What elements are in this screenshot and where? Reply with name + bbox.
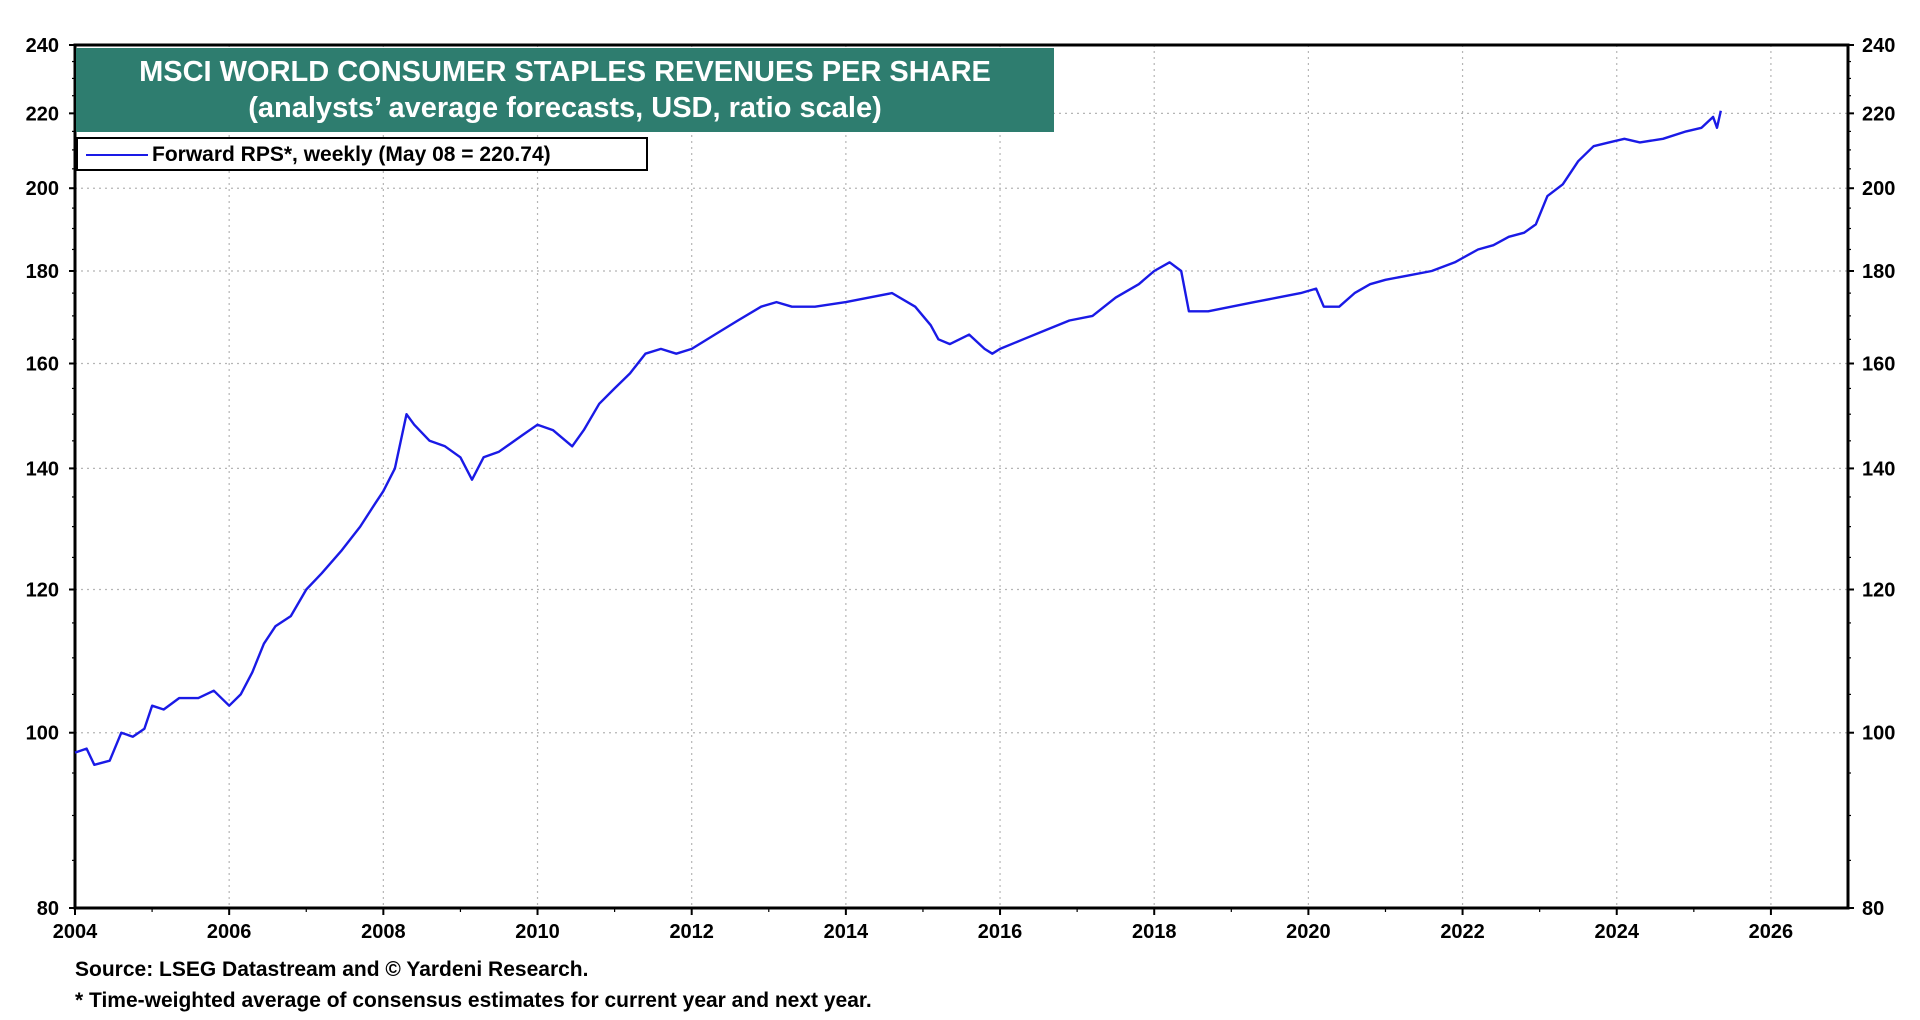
y-tick-label-right: 140 xyxy=(1862,458,1895,480)
legend-swatch xyxy=(86,154,148,156)
grid-lines xyxy=(75,45,1848,908)
y-tick-label: 160 xyxy=(26,354,59,376)
series-line-forward-rps xyxy=(74,110,1722,766)
y-tick-label: 200 xyxy=(26,178,59,200)
left-y-axis: 80 100 120 140 160 180 200 220 240 xyxy=(26,35,75,920)
source-note: Source: LSEG Datastream and © Yardeni Re… xyxy=(75,958,589,981)
y-tick-label: 80 xyxy=(37,898,59,920)
x-tick-label: 2012 xyxy=(669,921,714,943)
y-tick-label-right: 80 xyxy=(1862,898,1884,920)
x-tick-label: 2014 xyxy=(824,921,869,943)
x-tick-label: 2022 xyxy=(1440,921,1485,943)
chart-title: MSCI WORLD CONSUMER STAPLES REVENUES PER… xyxy=(139,56,991,88)
y-tick-label-right: 240 xyxy=(1862,35,1895,57)
right-y-axis: 80 100 120 140 160 180 200 220 240 xyxy=(1848,35,1895,920)
x-tick-label: 2024 xyxy=(1594,921,1639,943)
legend: Forward RPS*, weekly (May 08 = 220.74) xyxy=(76,137,648,171)
y-tick-label: 220 xyxy=(26,103,59,125)
y-tick-label: 100 xyxy=(26,723,59,745)
x-tick-label: 2004 xyxy=(53,921,98,943)
y-tick-label: 120 xyxy=(26,579,59,601)
x-axis: 2004 2006 2008 2010 2012 2014 2016 2018 2020 2022… xyxy=(53,908,1793,943)
chart-title-box: MSCI WORLD CONSUMER STAPLES REVENUES PER… xyxy=(76,48,1054,132)
legend-entry-forward-rps: Forward RPS*, weekly (May 08 = 220.74) xyxy=(152,143,551,166)
plot-area-frame xyxy=(73,43,1850,910)
series-layer xyxy=(74,110,1722,766)
x-tick-label: 2020 xyxy=(1286,921,1331,943)
x-tick-label: 2008 xyxy=(361,921,406,943)
y-tick-label-right: 120 xyxy=(1862,579,1895,601)
y-tick-label-right: 160 xyxy=(1862,354,1895,376)
y-tick-label-right: 100 xyxy=(1862,723,1895,745)
x-tick-label: 2026 xyxy=(1749,921,1794,943)
y-tick-label: 240 xyxy=(26,35,59,57)
y-tick-label: 140 xyxy=(26,458,59,480)
chart-subtitle: (analysts’ average forecasts, USD, ratio… xyxy=(248,92,882,124)
x-tick-label: 2010 xyxy=(515,921,560,943)
y-tick-label-right: 220 xyxy=(1862,103,1895,125)
y-tick-label: 180 xyxy=(26,261,59,283)
asterisk-footnote: * Time-weighted average of consensus est… xyxy=(75,989,872,1012)
y-tick-label-right: 180 xyxy=(1862,261,1895,283)
x-tick-label: 2016 xyxy=(978,921,1023,943)
x-tick-label: 2018 xyxy=(1132,921,1177,943)
y-tick-label-right: 200 xyxy=(1862,178,1895,200)
x-tick-label: 2006 xyxy=(207,921,252,943)
